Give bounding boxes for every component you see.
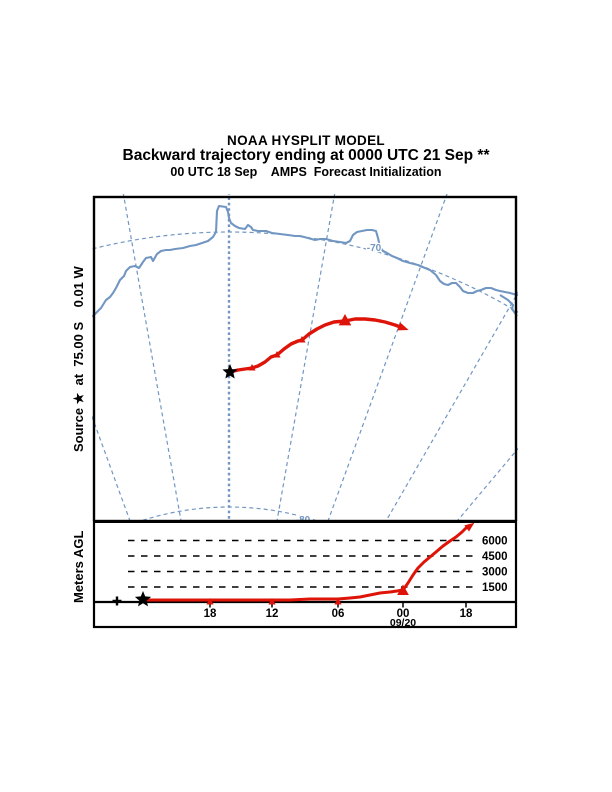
height-6h-marker: [268, 598, 276, 605]
trajectory-line: [228, 317, 405, 374]
x-tick-label: 18: [204, 608, 217, 620]
trajectory-6h-marker: [273, 351, 281, 358]
height-grid-label: 1500: [482, 582, 508, 594]
trajectory-end-arrow-icon: [397, 322, 409, 331]
antarctic-coastline: [92, 204, 518, 318]
source-location-label: Source ★ at 75.00 S 0.01 W: [71, 266, 86, 452]
height-24h-marker: [397, 584, 409, 596]
plot-title: NOAA HYSPLIT MODEL: [227, 133, 385, 148]
axis-plus-icon: [112, 596, 122, 606]
latitude-label: -80: [296, 515, 311, 521]
latitude-label: -70: [367, 243, 382, 254]
height-profile-line: [141, 524, 472, 602]
meridian-line: [276, 194, 336, 521]
height-end-arrow-icon: [464, 522, 475, 532]
meridian-line: [385, 291, 518, 521]
trajectory-6h-marker: [298, 336, 306, 343]
source-star-icon: [134, 591, 152, 607]
height-panel-border: [92, 520, 518, 629]
plot-subtitle: Backward trajectory ending at 0000 UTC 2…: [122, 147, 490, 164]
x-tick-label: 06: [332, 608, 345, 620]
meters-agl-label: Meters AGL: [71, 530, 86, 603]
meridian-line: [456, 447, 518, 521]
source-star-icon: [222, 364, 238, 379]
height-6h-marker: [334, 598, 342, 605]
meridian-line: [92, 414, 131, 521]
height-grid-label: 6000: [482, 536, 508, 548]
height-grid-label: 4500: [482, 551, 508, 563]
map-panel-border: [92, 195, 518, 521]
x-tick-label: 12: [266, 608, 279, 620]
trajectory-6h-marker: [248, 364, 256, 371]
latitude-circle: [92, 231, 518, 314]
height-grid-label: 3000: [482, 567, 508, 579]
x-tick-label: 00: [397, 608, 410, 620]
meridian-line: [327, 194, 448, 521]
plot-init-label: 00 UTC 18 Sep AMPS Forecast Initializati…: [170, 165, 442, 179]
trajectory-map: -70 -80: [92, 194, 518, 521]
meridian-line: [122, 194, 182, 521]
height-6h-marker: [206, 598, 214, 605]
trajectory-24h-marker: [338, 314, 352, 326]
x-tick-label: 18: [460, 608, 473, 620]
